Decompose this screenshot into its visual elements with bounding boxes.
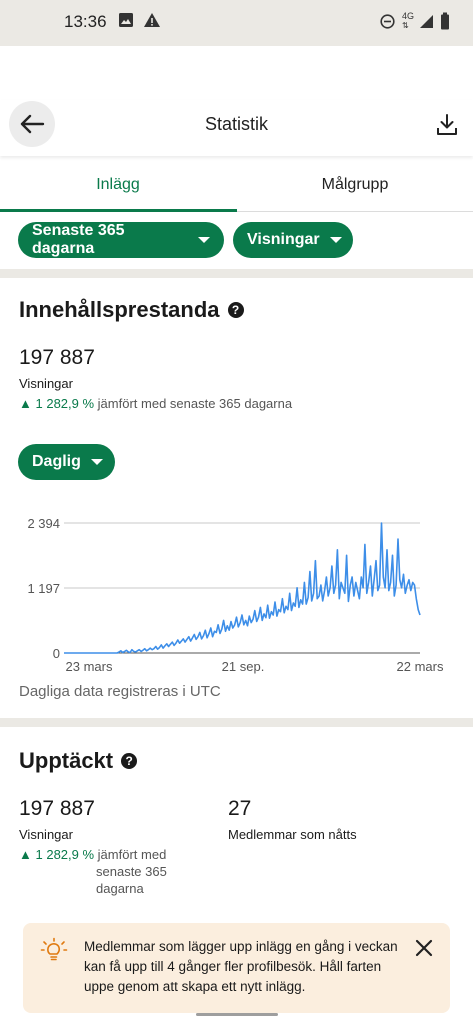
impressions-change-text-3: dagarna bbox=[96, 881, 144, 896]
download-button[interactable] bbox=[435, 112, 459, 138]
help-glyph: ? bbox=[231, 303, 240, 317]
impressions-label: Visningar bbox=[19, 827, 73, 842]
members-reached-value: 27 bbox=[228, 797, 252, 820]
discovery-title: Upptäckt ? bbox=[19, 748, 138, 774]
app-bar: Statistik bbox=[0, 100, 473, 156]
signal-icon bbox=[420, 15, 433, 28]
help-icon[interactable]: ? bbox=[227, 302, 244, 318]
performance-change: ▲ 1 282,9 % jämfört med senaste 365 daga… bbox=[19, 395, 292, 412]
performance-label: Visningar bbox=[19, 376, 73, 391]
chart-x-tick-label: 21 sep. bbox=[222, 659, 265, 674]
help-glyph: ? bbox=[125, 754, 133, 768]
tab-indicator bbox=[0, 209, 237, 212]
performance-title: Innehållsprestanda ? bbox=[19, 297, 244, 323]
back-button[interactable] bbox=[9, 101, 55, 147]
help-icon[interactable]: ? bbox=[121, 753, 138, 769]
members-reached-label: Medlemmar som nåtts bbox=[228, 827, 357, 842]
battery-icon bbox=[441, 12, 449, 30]
performance-value: 197 887 bbox=[19, 346, 95, 369]
4g-icon: 4G ⇅ bbox=[402, 11, 415, 31]
performance-change-value: 1 282,9 % bbox=[35, 396, 95, 411]
section-divider bbox=[0, 718, 473, 727]
tab-posts[interactable]: Inlägg bbox=[96, 176, 140, 193]
impressions-change-text-2: senaste 365 bbox=[96, 864, 167, 879]
page-title: Statistik bbox=[204, 114, 269, 134]
performance-title-text: Innehållsprestanda bbox=[19, 297, 220, 322]
impressions-change-value: 1 282,9 % bbox=[35, 847, 95, 862]
chart-y-tick-label: 2 394 bbox=[27, 516, 60, 531]
chart-x-tick-label: 22 mars bbox=[397, 659, 444, 674]
network-label: 4G bbox=[402, 11, 415, 21]
views-line-chart: 2 394 1 197 0 23 mars 21 sep. 22 mars bbox=[27, 516, 444, 674]
discovery-title-text: Upptäckt bbox=[19, 748, 114, 773]
do-not-disturb-icon bbox=[380, 14, 395, 29]
tab-audience[interactable]: Målgrupp bbox=[321, 176, 389, 193]
chevron-down-icon bbox=[329, 237, 342, 243]
period-filter-chip[interactable]: Senaste 365 dagarna bbox=[18, 222, 224, 258]
close-icon[interactable] bbox=[415, 939, 433, 957]
chart-series-line bbox=[64, 522, 421, 654]
arrow-left-icon bbox=[20, 114, 45, 134]
granularity-chip[interactable]: Daglig bbox=[18, 444, 115, 480]
chart-y-axis: 2 394 1 197 0 bbox=[27, 516, 60, 661]
status-time: 13:36 bbox=[64, 12, 107, 31]
metric-filter-chip[interactable]: Visningar bbox=[233, 222, 353, 258]
status-bar: 13:36 4G ⇅ bbox=[0, 0, 473, 46]
warning-icon bbox=[144, 13, 160, 27]
chart-y-tick-label: 0 bbox=[53, 646, 60, 661]
impressions-change: ▲ 1 282,9 % jämfört med senaste 365 daga… bbox=[19, 846, 189, 897]
chart-footnote: Dagliga data registreras i UTC bbox=[19, 683, 221, 700]
chart-y-tick-label: 1 197 bbox=[27, 581, 60, 596]
tip-card: Medlemmar som lägger upp inlägg en gång … bbox=[23, 923, 450, 1013]
impressions-change-text-1: jämfört med bbox=[97, 847, 167, 862]
metric-filter-label: Visningar bbox=[247, 231, 320, 248]
granularity-label: Daglig bbox=[32, 453, 81, 470]
performance-change-text: jämfört med senaste 365 dagarna bbox=[97, 396, 293, 411]
chevron-down-icon bbox=[198, 237, 210, 243]
lightbulb-icon bbox=[40, 937, 68, 961]
impressions-value: 197 887 bbox=[19, 797, 95, 820]
gesture-nav-bar[interactable] bbox=[196, 1013, 278, 1016]
chart-x-tick-label: 23 mars bbox=[66, 659, 113, 674]
up-arrow-icon: ▲ bbox=[19, 396, 32, 411]
up-arrow-icon: ▲ bbox=[19, 847, 32, 862]
section-divider bbox=[0, 269, 473, 278]
download-icon bbox=[437, 114, 457, 135]
period-filter-label: Senaste 365 dagarna bbox=[32, 222, 125, 257]
tip-text: Medlemmar som lägger upp inlägg en gång … bbox=[84, 939, 398, 994]
tab-bar: Inlägg Målgrupp bbox=[0, 162, 473, 212]
chart-x-axis: 23 mars 21 sep. 22 mars bbox=[66, 659, 444, 674]
image-icon bbox=[119, 13, 133, 27]
chevron-down-icon bbox=[90, 459, 103, 465]
